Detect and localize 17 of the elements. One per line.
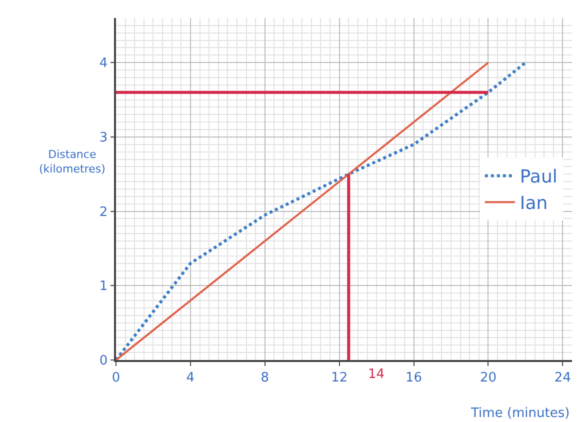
legend-label: Paul [520,166,558,188]
x-tick-label: 4 [186,370,195,386]
x-tick-label: 16 [406,370,422,386]
text: 14 [368,367,385,382]
y-axis-title: Distance (kilometres) [39,148,106,176]
x-tick-label: 12 [331,370,348,386]
y-tick-label: 1 [99,279,108,294]
y-tick-label: 2 [99,204,108,220]
y-tick-label: 0 [99,354,108,369]
legend-label: Ian [520,193,548,214]
x-tick-label: 8 [260,370,270,386]
x-tick-label: 24 [554,370,571,386]
y-tick-label: 4 [99,56,108,72]
x-tick-label: 0 [112,370,120,386]
x-axis-title: Time (minutes) [470,406,570,421]
x-tick-label: 20 [480,370,497,386]
y-tick-label: 3 [99,130,108,146]
